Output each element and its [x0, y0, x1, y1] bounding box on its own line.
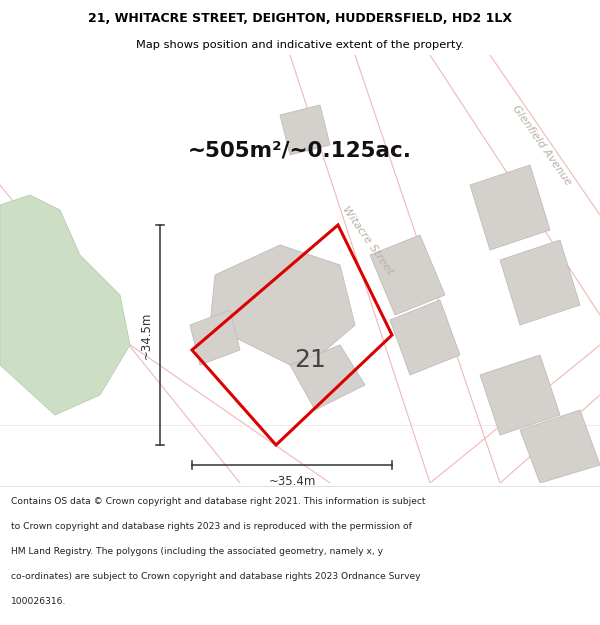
Polygon shape: [480, 355, 560, 435]
Polygon shape: [520, 410, 600, 483]
Polygon shape: [190, 310, 240, 365]
Polygon shape: [370, 235, 445, 315]
Text: co-ordinates) are subject to Crown copyright and database rights 2023 Ordnance S: co-ordinates) are subject to Crown copyr…: [11, 572, 420, 581]
Text: to Crown copyright and database rights 2023 and is reproduced with the permissio: to Crown copyright and database rights 2…: [11, 522, 412, 531]
Text: 21: 21: [294, 348, 326, 372]
Polygon shape: [500, 240, 580, 325]
Polygon shape: [280, 105, 330, 155]
Text: ~35.4m: ~35.4m: [268, 476, 316, 489]
Text: Map shows position and indicative extent of the property.: Map shows position and indicative extent…: [136, 39, 464, 49]
Text: Glenfield Avenue: Glenfield Avenue: [510, 103, 573, 187]
Polygon shape: [290, 345, 365, 410]
Polygon shape: [0, 195, 130, 415]
Text: ~34.5m: ~34.5m: [139, 311, 152, 359]
Text: Witacre Street: Witacre Street: [340, 204, 395, 276]
Polygon shape: [470, 165, 550, 250]
Text: ~505m²/~0.125ac.: ~505m²/~0.125ac.: [188, 140, 412, 160]
Polygon shape: [390, 300, 460, 375]
Polygon shape: [210, 245, 355, 365]
Text: 21, WHITACRE STREET, DEIGHTON, HUDDERSFIELD, HD2 1LX: 21, WHITACRE STREET, DEIGHTON, HUDDERSFI…: [88, 12, 512, 25]
Text: HM Land Registry. The polygons (including the associated geometry, namely x, y: HM Land Registry. The polygons (includin…: [11, 547, 383, 556]
Text: 100026316.: 100026316.: [11, 597, 66, 606]
Text: Contains OS data © Crown copyright and database right 2021. This information is : Contains OS data © Crown copyright and d…: [11, 498, 425, 506]
